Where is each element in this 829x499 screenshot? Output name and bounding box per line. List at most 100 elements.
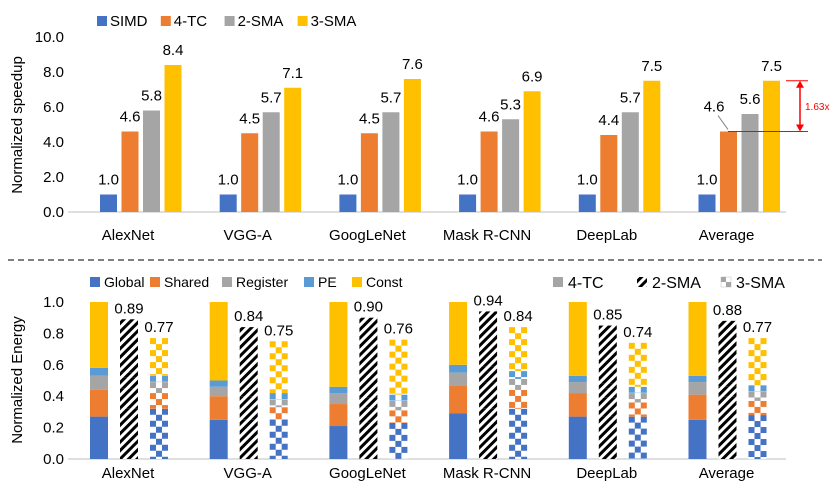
legend-label: 2-SMA (238, 13, 284, 30)
speedup-bar (403, 79, 421, 212)
data-label: 5.3 (500, 96, 521, 113)
energy-segment (449, 364, 468, 373)
checker-cell (281, 443, 288, 450)
data-label: 5.8 (141, 88, 162, 105)
x-tick-label: Average (699, 465, 755, 482)
checker-cell (401, 351, 408, 358)
energy-segment (688, 375, 707, 383)
checker-cell (754, 445, 761, 452)
checker-cell (628, 452, 635, 459)
energy-segment (359, 391, 378, 398)
checker-cell (162, 374, 168, 376)
checker-cell (509, 327, 516, 334)
checker-cell (275, 413, 282, 420)
checker-cell (401, 422, 408, 429)
speedup-bar (502, 119, 520, 212)
total-label: 0.84 (234, 308, 263, 325)
checker-cell (760, 338, 767, 345)
speedup-bar (763, 80, 780, 212)
legend-swatch (304, 277, 314, 287)
energy-segment (359, 407, 378, 423)
checker-cell (748, 400, 755, 407)
checker-cell (395, 345, 402, 352)
x-tick-label: GoogLeNet (329, 465, 407, 482)
speedup-bar (100, 194, 117, 212)
checker-cell (162, 420, 168, 427)
checker-cell (754, 457, 761, 459)
checker-cell (401, 363, 408, 370)
y-tick-label: 10.0 (35, 29, 64, 46)
checker-cell (515, 357, 522, 364)
speedup-bar (698, 194, 716, 212)
energy-segment (120, 372, 138, 378)
checker-cell (269, 399, 276, 406)
total-label: 0.76 (384, 321, 413, 338)
total-label: 0.88 (713, 302, 742, 319)
checker-cell (389, 422, 396, 423)
checker-cell (640, 416, 647, 423)
y-tick-label: 0.2 (43, 420, 64, 437)
energy-segment (688, 419, 707, 459)
data-label: 5.6 (740, 91, 761, 108)
legend-swatch (553, 277, 563, 287)
checker-cell (509, 389, 516, 396)
legend-swatch (297, 16, 308, 26)
checker-cell (269, 419, 276, 420)
checker-cell (389, 422, 396, 429)
checker-cell (748, 415, 755, 422)
checker-cell (269, 393, 276, 400)
checker-cell (269, 431, 276, 438)
checker-cell (281, 341, 288, 348)
data-label: 4.6 (120, 109, 141, 126)
checker-cell (401, 394, 408, 401)
checker-cell (401, 375, 408, 382)
data-label: 1.0 (457, 172, 478, 189)
speedup-bar (262, 112, 280, 212)
legend-swatch (150, 277, 160, 287)
energy-segment (90, 302, 108, 368)
checker-cell (401, 387, 408, 394)
checker-cell (640, 366, 647, 373)
checker-cell (150, 408, 156, 415)
checker-cell (401, 400, 408, 407)
checker-cell (521, 339, 528, 346)
checker-cell (156, 399, 162, 406)
checker-cell (162, 338, 168, 345)
legend-label: 2-SMA (652, 275, 701, 292)
checker-cell (754, 356, 761, 363)
checker-cell (162, 432, 168, 439)
checker-cell (634, 372, 641, 379)
energy-segment (479, 366, 498, 372)
x-tick-label: Mask R-CNN (443, 227, 531, 244)
checker-cell (162, 444, 168, 451)
checker-cell (760, 350, 767, 357)
energy-segment (568, 302, 587, 376)
energy-segment (688, 302, 707, 376)
speedup-bar (600, 135, 618, 212)
checker-cell (156, 344, 162, 351)
checker-cell (521, 363, 528, 370)
checker-cell (389, 446, 396, 453)
legend-label: 4-TC (174, 13, 208, 30)
checker-cell (634, 408, 641, 415)
checker-cell (754, 380, 761, 386)
x-tick-label: Mask R-CNN (443, 465, 531, 482)
checker-cell (760, 374, 767, 381)
x-tick-label: DeepLab (576, 465, 637, 482)
checker-cell (521, 456, 528, 459)
checker-cell (760, 385, 767, 392)
data-label: 8.4 (163, 42, 184, 59)
checker-cell (748, 338, 755, 345)
energy-segment (239, 404, 258, 420)
annotation-arrow-down (796, 124, 804, 132)
checker-cell (509, 363, 516, 370)
checker-cell (156, 438, 162, 445)
energy-segment (568, 393, 587, 417)
legend-swatch (352, 277, 362, 287)
data-label: 7.1 (282, 65, 303, 82)
checker-cell (628, 386, 635, 393)
checker-cell (389, 387, 396, 394)
checker-cell (515, 438, 522, 445)
checker-cell (628, 366, 635, 373)
energy-segment (598, 388, 617, 398)
